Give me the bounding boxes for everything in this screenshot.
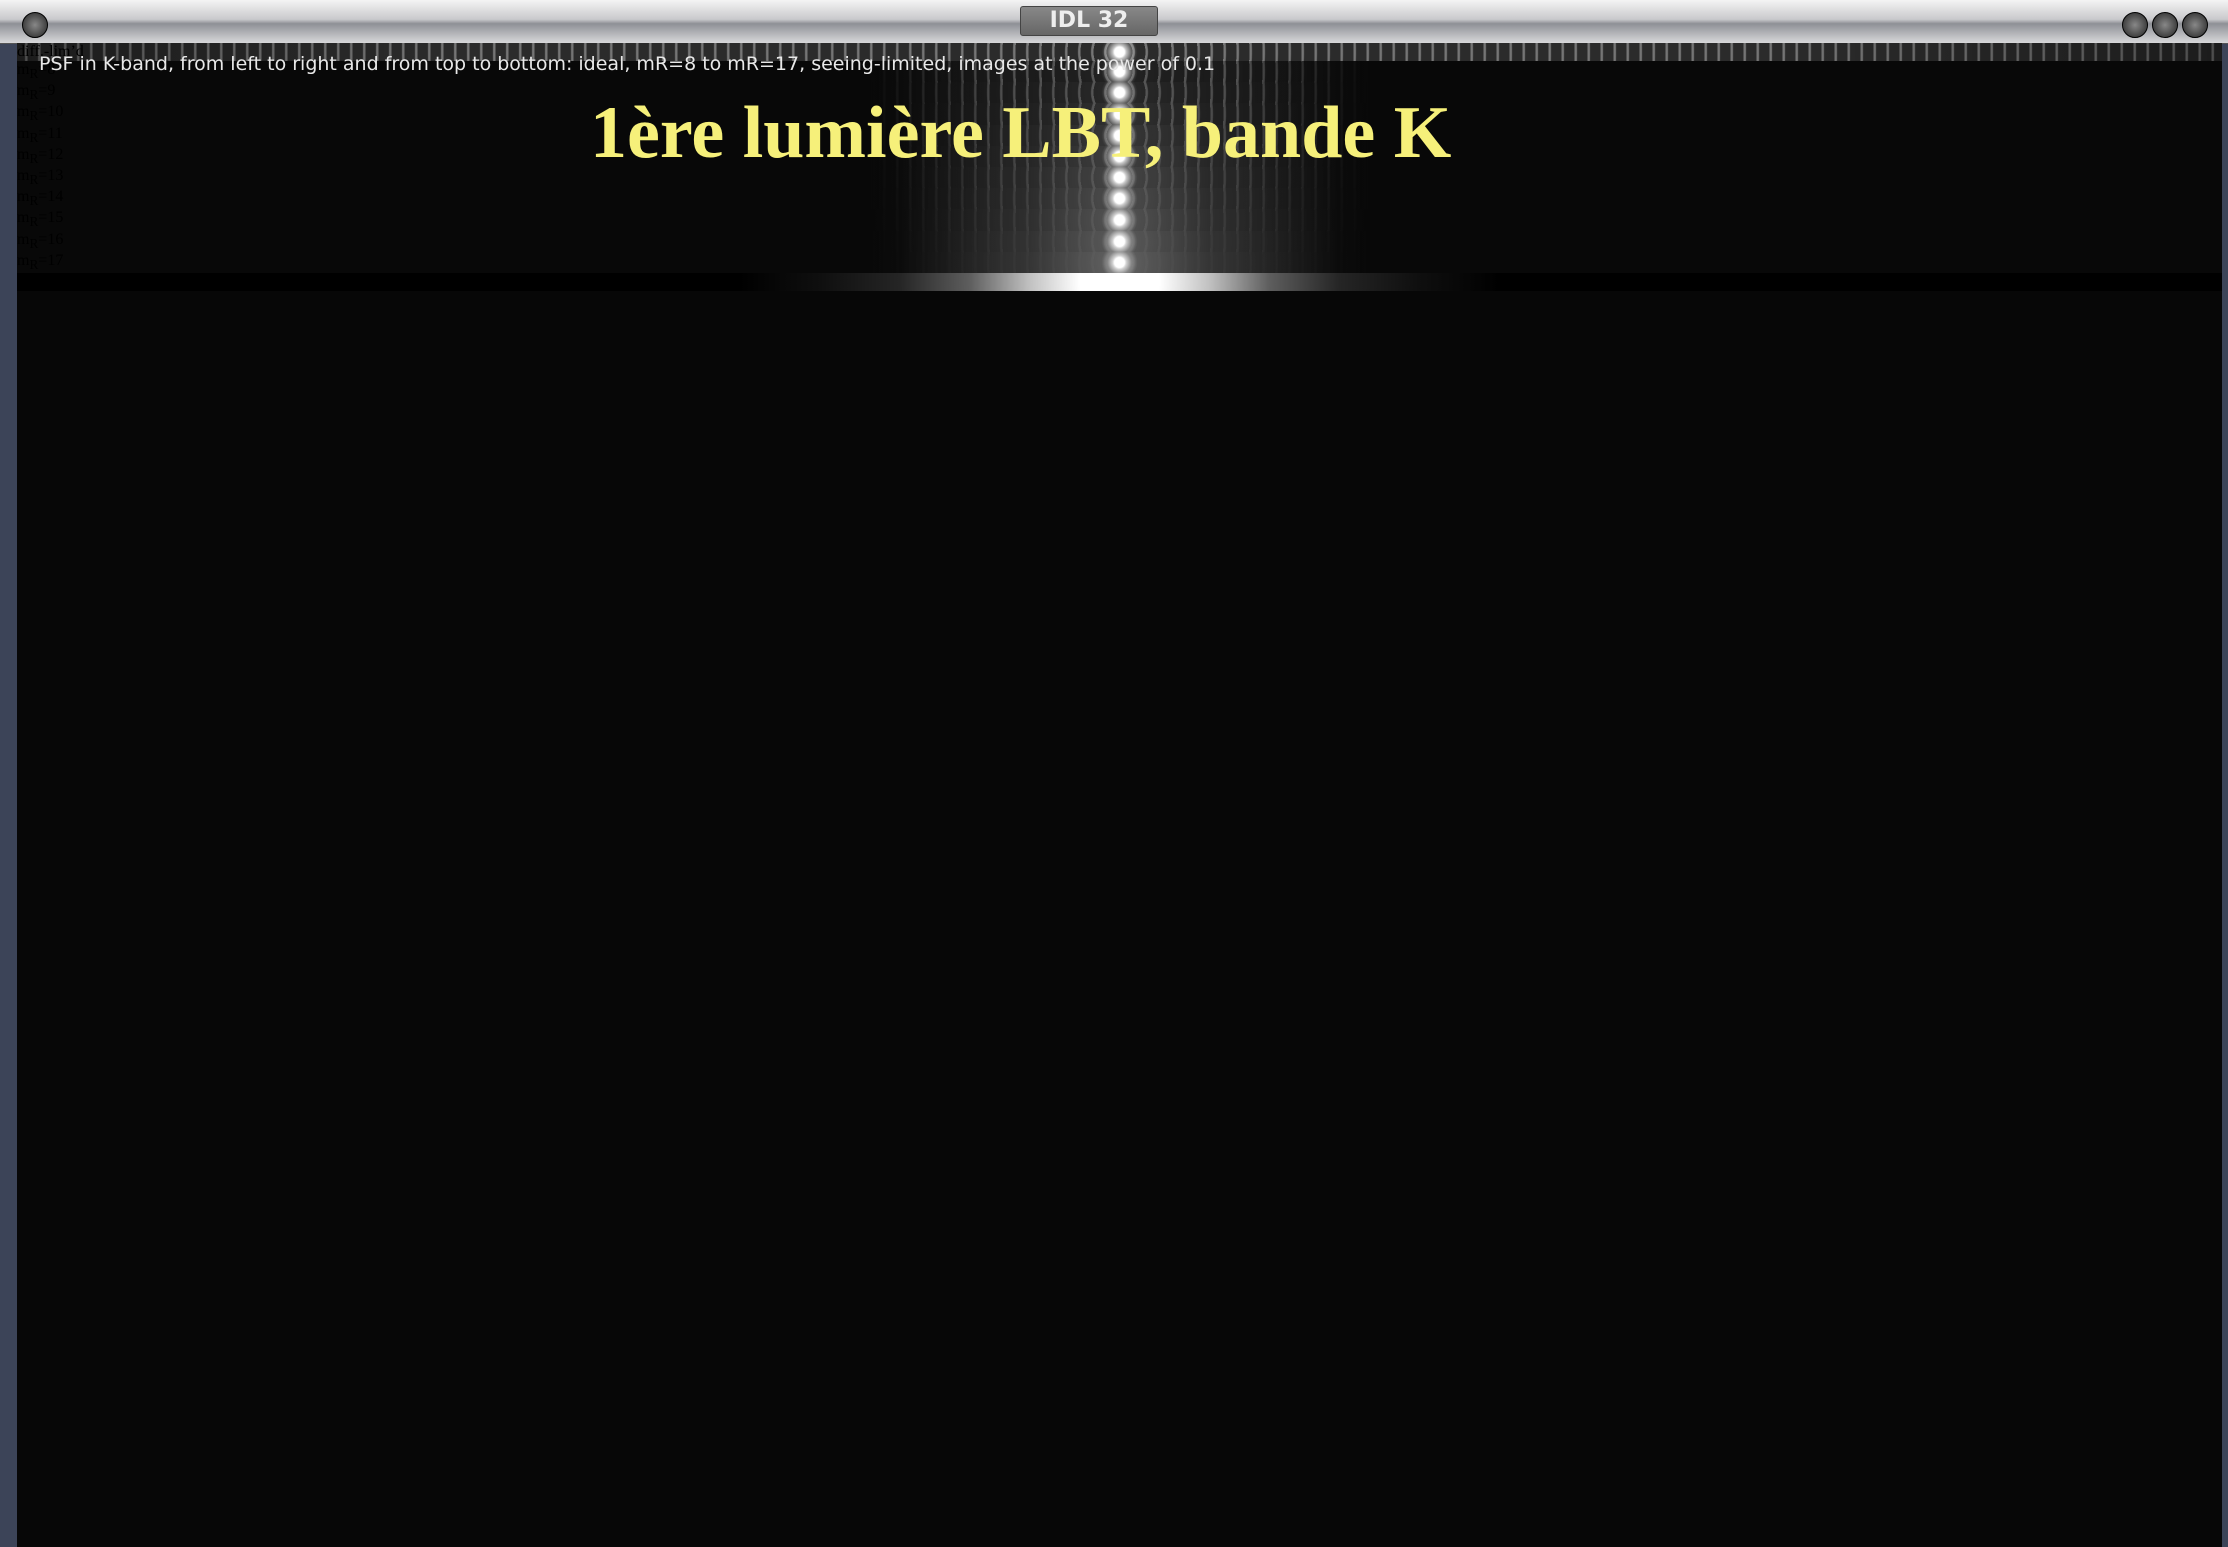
label-suffix: =16 <box>38 230 64 248</box>
panel-label: seeing-lim’d <box>17 273 2222 291</box>
label-subscript: R <box>29 214 39 230</box>
psf-panel: mR=11 <box>17 124 2222 146</box>
zoom-button[interactable] <box>2182 12 2208 38</box>
panel-label: mR=15 <box>17 209 2222 230</box>
psf-panel: seeing-lim’d <box>17 272 2222 291</box>
label-suffix: =15 <box>38 209 64 227</box>
psf-panel: mR=12 <box>17 145 2222 167</box>
panel-label: mR=11 <box>17 125 2222 146</box>
panel-label: diff.-lim’d <box>17 43 2222 61</box>
minimize-button[interactable] <box>2152 12 2178 38</box>
label-subscript: R <box>29 66 39 82</box>
label-text: m <box>17 230 30 248</box>
label-text: m <box>17 188 30 206</box>
psf-panel: mR=13 <box>17 166 2222 189</box>
label-subscript: R <box>29 108 39 124</box>
psf-panel: mR=16 <box>17 230 2222 252</box>
label-suffix: =10 <box>38 103 64 121</box>
label-text: m <box>17 209 30 227</box>
psf-panel: diff.-lim’d <box>17 43 2222 61</box>
label-suffix: =8 <box>38 61 56 78</box>
label-suffix: =13 <box>38 166 64 184</box>
label-text: seeing-lim’d <box>17 272 98 290</box>
label-suffix: =17 <box>38 251 64 269</box>
panel-label: mR=9 <box>17 82 2222 103</box>
label-subscript: R <box>29 256 39 272</box>
title: 1ère lumière LBT, bande K <box>590 92 1452 174</box>
label-text: m <box>17 82 30 100</box>
close-button[interactable] <box>22 12 48 38</box>
label-text: m <box>17 103 30 121</box>
label-text: m <box>17 61 30 78</box>
panel-label: mR=17 <box>17 252 2222 273</box>
label-suffix: =9 <box>38 82 56 100</box>
panel-label: mR=16 <box>17 231 2222 252</box>
psf-panel: mR=9 <box>17 82 2222 104</box>
collapse-button[interactable] <box>2122 12 2148 38</box>
psf-panel: mR=17 <box>17 251 2222 273</box>
label-text: m <box>17 124 30 142</box>
label-subscript: R <box>29 150 39 166</box>
label-suffix: =11 <box>38 124 63 142</box>
label-suffix: =14 <box>38 188 64 206</box>
title-bar: IDL 32 <box>0 0 2228 44</box>
label-subscript: R <box>29 172 39 188</box>
panel-label: mR=12 <box>17 146 2222 167</box>
label-text: m <box>17 251 30 269</box>
label-text: m <box>17 166 30 184</box>
psf-panel: mR=14 <box>17 188 2222 210</box>
label-subscript: R <box>29 87 39 103</box>
window-title: IDL 32 <box>1020 6 1158 36</box>
label-text: diff.-lim’d <box>17 43 84 60</box>
label-subscript: R <box>29 235 39 251</box>
panel-label: mR=14 <box>17 188 2222 209</box>
psf-panel: mR=15 <box>17 209 2222 231</box>
label-subscript: R <box>29 129 39 145</box>
label-text: m <box>17 145 30 163</box>
label-suffix: =12 <box>38 145 64 163</box>
caption: PSF in K-band, from left to right and fr… <box>39 53 1216 75</box>
psf-panel: mR=8 <box>17 61 2222 83</box>
panel-label: mR=10 <box>17 103 2222 124</box>
panel-label: mR=13 <box>17 167 2222 188</box>
psf-panel: mR=10 <box>17 103 2222 125</box>
panel-label: mR=8 <box>17 61 2222 82</box>
label-subscript: R <box>29 193 39 209</box>
image-area: diff.-lim’d mR=8 mR=9 mR=10 mR=11 mR=12 mR=13 m… <box>17 43 2222 1547</box>
